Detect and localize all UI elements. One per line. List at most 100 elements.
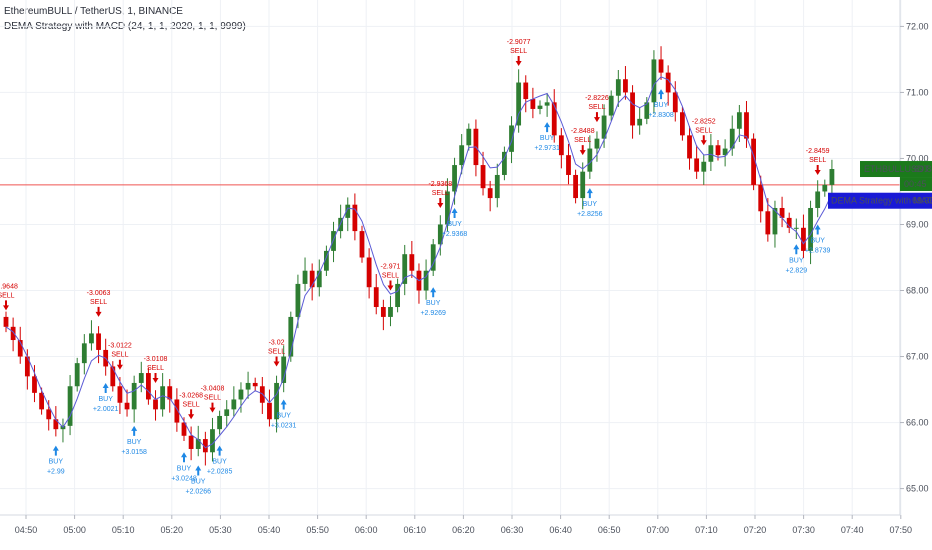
candle: [779, 196, 785, 228]
candle: [195, 425, 201, 457]
buy-value: +2.8256: [577, 211, 603, 218]
candle: [388, 295, 393, 327]
sell-signal: SELL -2.9077: [507, 39, 531, 67]
buy-value: +2.99: [47, 469, 65, 476]
candle: [537, 100, 543, 115]
sell-signal: SELL -2.8252: [692, 118, 716, 146]
candle: [174, 388, 180, 432]
candle: [124, 389, 130, 417]
symbol-name: ETHBULLUSDT: [864, 164, 930, 174]
sell-label: SELL: [574, 137, 591, 144]
buy-label: BUY: [49, 459, 64, 466]
arrow-up-icon: [216, 445, 223, 456]
x-axis[interactable]: 04:50 05:00 05:10 05:20 05:30 05:40 05:50 06:00…: [0, 514, 913, 535]
candle: [729, 115, 735, 156]
arrow-down-icon: [387, 280, 394, 291]
buy-signal: BUY +2.8308: [648, 89, 674, 119]
sell-label: SELL: [147, 365, 164, 372]
candle: [573, 169, 578, 204]
y-tick-label: 66.00: [906, 418, 929, 428]
candle: [146, 367, 151, 405]
candle: [217, 410, 222, 435]
x-tick-label: 07:50: [890, 525, 913, 535]
candle: [801, 214, 806, 259]
y-tick-label: 68.00: [906, 286, 929, 296]
y-tick-label: 72.00: [906, 21, 929, 31]
x-tick-label: 05:00: [63, 525, 86, 535]
arrow-down-icon: [579, 145, 586, 156]
x-tick-label: 06:00: [355, 525, 378, 535]
candle: [473, 119, 479, 177]
buy-signal: BUY +2.9269: [420, 287, 446, 317]
candle: [153, 390, 158, 421]
arrow-down-icon: [593, 112, 600, 123]
buy-value: +2.829: [786, 267, 808, 274]
x-tick-label: 07:00: [647, 525, 670, 535]
candle: [380, 299, 386, 331]
candle: [808, 200, 813, 265]
x-tick-label: 06:50: [598, 525, 621, 535]
sell-label: SELL: [0, 292, 15, 299]
sell-label: SELL: [204, 395, 221, 402]
candle: [231, 386, 237, 417]
dema-line-layer: [5, 76, 833, 449]
sell-value: -2.9368: [428, 181, 452, 188]
candle: [772, 200, 778, 248]
candle: [744, 101, 749, 148]
buy-signal: BUY +2.99: [47, 445, 65, 476]
dema-name: DEMA Strategy with MACD: [831, 196, 932, 206]
x-tick-label: 05:40: [258, 525, 281, 535]
buy-signal: BUY +2.0266: [185, 465, 211, 495]
buy-signal: BUY +2.0285: [207, 445, 233, 476]
candle: [53, 406, 59, 437]
sell-signal: SELL -3.0122: [108, 343, 132, 370]
candle: [395, 278, 400, 313]
sell-label: SELL: [695, 127, 712, 134]
arrow-up-icon: [280, 399, 287, 410]
candle: [238, 382, 244, 413]
buy-signal: BUY +2.829: [786, 244, 808, 274]
x-tick-label: 04:50: [15, 525, 38, 535]
candle: [701, 154, 707, 185]
candle: [138, 361, 144, 393]
candle: [352, 193, 358, 241]
candle: [580, 162, 586, 210]
sell-label: SELL: [382, 273, 399, 280]
buy-value: +2.0285: [207, 469, 233, 476]
buy-label: BUY: [789, 257, 804, 264]
candle: [224, 400, 230, 428]
candle: [281, 345, 287, 393]
candle: [672, 81, 678, 122]
candle: [110, 361, 116, 392]
candle: [288, 311, 294, 362]
arrow-down-icon: [437, 197, 444, 208]
candle: [252, 377, 258, 392]
symbol-title: EthereumBULL / TetherUS, 1, BINANCE: [4, 6, 183, 17]
x-tick-label: 06:10: [404, 525, 427, 535]
arrow-up-icon: [102, 382, 109, 393]
buy-signal: BUY +2.8739: [805, 224, 831, 254]
arrow-up-icon: [793, 244, 800, 255]
x-tick-label: 07:40: [841, 525, 864, 535]
arrow-up-icon: [544, 122, 551, 133]
candle: [544, 93, 550, 117]
chart-grid: [0, 0, 902, 515]
buy-label: BUY: [540, 135, 555, 142]
sell-label: SELL: [90, 299, 107, 306]
buy-signal: BUY +3.0248: [171, 452, 197, 482]
y-axis[interactable]: 72.00 71.00 70.00 69.00 68.00 67.00 66.00 65.00: [899, 0, 929, 515]
sell-label: SELL: [183, 401, 200, 408]
sell-value: -3.0122: [108, 343, 132, 350]
candle: [665, 65, 671, 106]
candle: [131, 375, 137, 423]
x-tick-label: 06:40: [549, 525, 572, 535]
candle: [644, 97, 650, 125]
candle: [793, 218, 799, 240]
candle: [3, 311, 9, 333]
sell-signal: SELL -3.02: [268, 339, 285, 367]
buy-label: BUY: [191, 478, 206, 485]
candle: [167, 378, 173, 413]
